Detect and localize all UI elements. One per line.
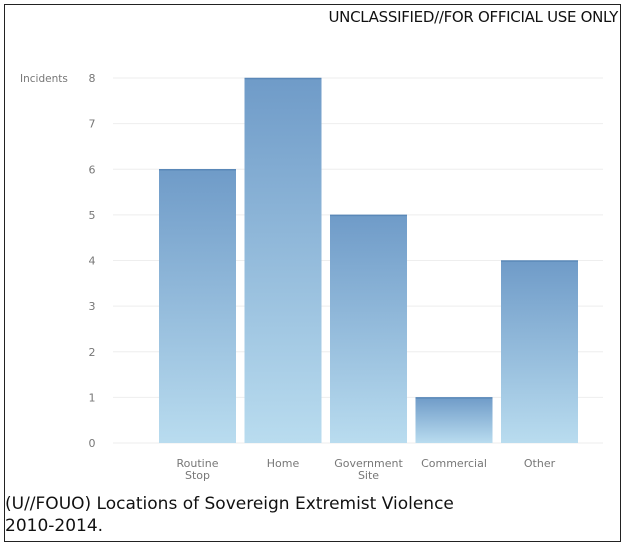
y-tick-label: 8 [89, 72, 96, 85]
y-tick-label: 0 [89, 437, 96, 450]
bar [244, 78, 322, 443]
y-tick-label: 6 [89, 163, 96, 176]
bar [159, 169, 236, 443]
x-tick-label: Home [267, 457, 300, 470]
bar [415, 397, 493, 443]
y-tick-label: 1 [89, 391, 96, 404]
y-tick-label: 5 [89, 209, 96, 222]
y-tick-label: 3 [89, 300, 96, 313]
figure-caption: (U//FOUO) Locations of Sovereign Extremi… [5, 493, 605, 537]
y-tick-label: 7 [89, 118, 96, 131]
x-tick-label: Routine [177, 457, 219, 470]
x-tick-label: Other [524, 457, 556, 470]
y-tick-label: 4 [89, 255, 96, 268]
classification-marking: UNCLASSIFIED//FOR OFFICIAL USE ONLY [328, 8, 619, 26]
caption-line-2: 2010-2014. [5, 516, 104, 536]
y-tick-label: 2 [89, 346, 96, 359]
y-axis-label: Incidents [20, 73, 68, 85]
bar [330, 214, 407, 443]
bar [501, 260, 578, 443]
x-tick-label: Site [358, 469, 379, 482]
x-tick-label: Government [334, 457, 403, 470]
x-tick-label: Commercial [421, 457, 487, 470]
x-tick-label: Stop [185, 469, 210, 482]
caption-line-1: (U//FOUO) Locations of Sovereign Extremi… [5, 494, 454, 514]
